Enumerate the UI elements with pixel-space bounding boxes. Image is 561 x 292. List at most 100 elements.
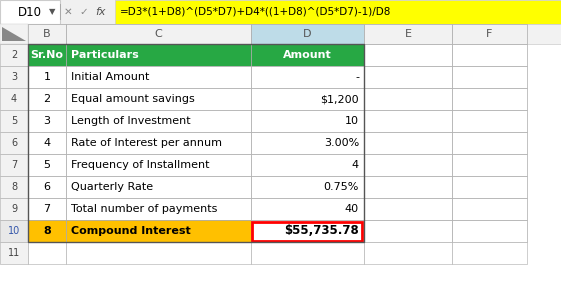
- Bar: [28, 88, 66, 110]
- Bar: [452, 242, 527, 264]
- Bar: [66, 88, 251, 110]
- Text: ▼: ▼: [49, 8, 55, 17]
- Text: 1: 1: [44, 72, 50, 82]
- Text: 4: 4: [11, 94, 17, 104]
- Bar: [28, 110, 66, 132]
- Text: 8: 8: [43, 226, 51, 236]
- Bar: [0, 220, 28, 242]
- Bar: [66, 132, 251, 154]
- Bar: [66, 198, 251, 220]
- Bar: [452, 66, 527, 88]
- Text: B: B: [43, 29, 51, 39]
- Text: C: C: [155, 29, 162, 39]
- Text: 2: 2: [11, 50, 17, 60]
- Bar: [66, 110, 251, 132]
- Bar: [66, 44, 251, 66]
- Text: -: -: [355, 72, 359, 82]
- Text: Compound Interest: Compound Interest: [71, 226, 191, 236]
- Bar: [251, 198, 364, 220]
- Text: Initial Amount: Initial Amount: [71, 72, 149, 82]
- Bar: [364, 154, 452, 176]
- Text: Frequency of Installment: Frequency of Installment: [71, 160, 209, 170]
- Bar: [28, 198, 66, 220]
- Bar: [66, 242, 251, 264]
- Bar: [60, 4, 61, 20]
- Bar: [452, 88, 527, 110]
- Bar: [0, 198, 28, 220]
- Text: 3: 3: [44, 116, 50, 126]
- Text: 11: 11: [8, 248, 20, 258]
- Bar: [251, 154, 364, 176]
- Text: =D3*(1+D8)^(D5*D7)+D4*((1+D8)^(D5*D7)-1)/D8: =D3*(1+D8)^(D5*D7)+D4*((1+D8)^(D5*D7)-1)…: [120, 7, 392, 17]
- Bar: [0, 0, 561, 24]
- Bar: [0, 132, 28, 154]
- Bar: [28, 220, 66, 242]
- Bar: [0, 66, 28, 88]
- Text: D: D: [304, 29, 312, 39]
- Text: 9: 9: [11, 204, 17, 214]
- Bar: [252, 222, 362, 241]
- Text: $1,200: $1,200: [320, 94, 359, 104]
- Bar: [0, 154, 28, 176]
- Bar: [364, 220, 452, 242]
- Bar: [28, 242, 66, 264]
- Text: 5: 5: [44, 160, 50, 170]
- Text: 7: 7: [43, 204, 50, 214]
- Bar: [364, 66, 452, 88]
- Bar: [452, 110, 527, 132]
- Text: Length of Investment: Length of Investment: [71, 116, 191, 126]
- Bar: [28, 154, 66, 176]
- Bar: [364, 176, 452, 198]
- Text: Particulars: Particulars: [71, 50, 139, 60]
- Bar: [251, 44, 364, 66]
- Bar: [115, 0, 561, 24]
- Bar: [452, 44, 527, 66]
- Bar: [364, 88, 452, 110]
- Bar: [364, 24, 452, 44]
- Bar: [0, 110, 28, 132]
- Bar: [251, 242, 364, 264]
- Bar: [66, 154, 251, 176]
- Bar: [452, 132, 527, 154]
- Bar: [28, 132, 66, 154]
- Text: Total number of payments: Total number of payments: [71, 204, 217, 214]
- Text: 10: 10: [345, 116, 359, 126]
- Polygon shape: [2, 27, 26, 41]
- Bar: [251, 24, 364, 44]
- Text: D10: D10: [18, 6, 42, 18]
- Text: ✓: ✓: [80, 7, 89, 17]
- Text: 4: 4: [43, 138, 50, 148]
- Bar: [28, 44, 364, 242]
- Text: Rate of Interest per annum: Rate of Interest per annum: [71, 138, 222, 148]
- Bar: [251, 88, 364, 110]
- Bar: [28, 24, 66, 44]
- Text: E: E: [404, 29, 412, 39]
- Bar: [66, 220, 251, 242]
- Bar: [0, 242, 28, 264]
- Text: 40: 40: [345, 204, 359, 214]
- Bar: [251, 66, 364, 88]
- Bar: [28, 176, 66, 198]
- Bar: [251, 220, 364, 242]
- Bar: [0, 88, 28, 110]
- Bar: [364, 242, 452, 264]
- Text: F: F: [486, 29, 493, 39]
- Text: 2: 2: [43, 94, 50, 104]
- Text: 10: 10: [8, 226, 20, 236]
- Text: 5: 5: [11, 116, 17, 126]
- Bar: [364, 132, 452, 154]
- Text: 3.00%: 3.00%: [324, 138, 359, 148]
- Text: 4: 4: [352, 160, 359, 170]
- Bar: [0, 44, 28, 66]
- Bar: [452, 154, 527, 176]
- Text: Quarterly Rate: Quarterly Rate: [71, 182, 153, 192]
- Text: $55,735.78: $55,735.78: [284, 225, 359, 237]
- Bar: [452, 176, 527, 198]
- Text: ✕: ✕: [63, 7, 72, 17]
- Bar: [452, 220, 527, 242]
- Bar: [28, 44, 66, 66]
- Text: 6: 6: [44, 182, 50, 192]
- Bar: [0, 0, 60, 24]
- Text: Sr.No: Sr.No: [30, 50, 63, 60]
- Bar: [364, 44, 452, 66]
